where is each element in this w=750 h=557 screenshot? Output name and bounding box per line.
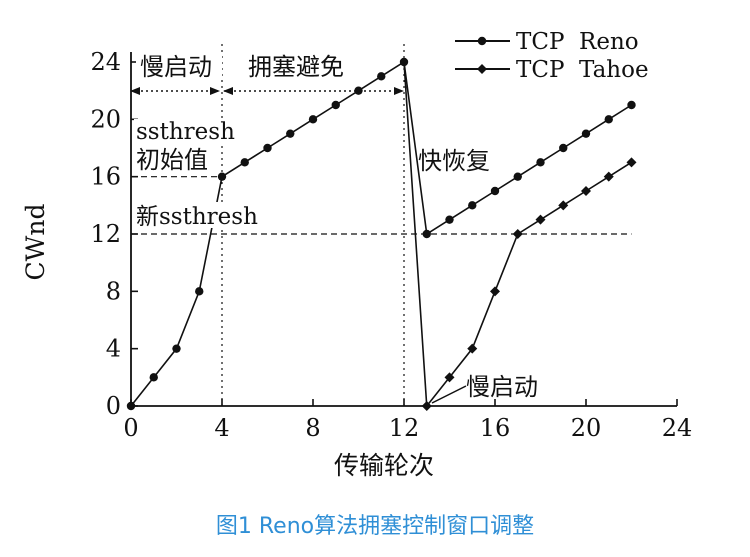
tahoe-data-point — [490, 286, 500, 297]
tahoe-data-point — [558, 200, 569, 211]
tahoe-data-point — [535, 214, 546, 225]
reno-data-point — [627, 100, 636, 110]
new-ssthresh-label: 新ssthresh — [136, 204, 258, 230]
slow-start-label: 慢启动 — [140, 53, 212, 81]
slow-start-again-leader — [431, 385, 467, 404]
phase-annotations: 慢启动 拥塞避免 — [130, 53, 404, 95]
x-tick-label: 12 — [389, 414, 420, 442]
reno-data-point — [308, 115, 318, 124]
reno-data-point — [445, 215, 454, 224]
y-tick-label: 16 — [90, 163, 121, 191]
x-tick-label: 8 — [305, 414, 320, 442]
tahoe-data-point — [626, 157, 637, 168]
x-tick-label: 4 — [214, 414, 229, 442]
tahoe-data-point — [421, 401, 432, 411]
reno-data-point — [468, 201, 477, 210]
tahoe-data-point — [467, 343, 478, 354]
x-tick-label: 20 — [571, 414, 602, 442]
reno-data-point — [240, 158, 249, 167]
axes: 0 4 8 12 16 20 24 0 4 8 12 16 20 24 传输轮次 CWnd — [21, 48, 692, 480]
figure-caption: 图1 Reno算法拥塞控制窗口调整 — [215, 514, 535, 539]
tahoe-data-point — [444, 372, 455, 383]
congestion-avoidance-label: 拥塞避免 — [248, 53, 344, 81]
y-tick-label: 12 — [90, 220, 121, 248]
reno-data-point — [604, 115, 613, 124]
slow-start-again-label: 慢启动 — [466, 373, 538, 401]
legend-tahoe-marker — [477, 64, 487, 74]
legend: TCP Reno TCP Tahoe — [455, 29, 649, 83]
reno-data-point — [195, 287, 204, 296]
reno-data-point — [263, 143, 272, 153]
y-tick-label: 24 — [90, 48, 121, 76]
reno-data-point — [559, 143, 568, 153]
text-annotations: ssthresh 初始值 新ssthresh 快恢复 慢启动 — [134, 119, 538, 404]
reno-data-point — [286, 129, 295, 138]
initial-value-label: 初始值 — [136, 146, 208, 174]
x-tick-label: 0 — [123, 414, 138, 442]
y-tick-label: 20 — [90, 105, 121, 133]
legend-reno-label: TCP Reno — [516, 29, 639, 55]
legend-tahoe-label: TCP Tahoe — [516, 57, 649, 83]
reno-data-point — [581, 129, 591, 138]
reno-data-point — [172, 344, 181, 353]
reno-data-point — [331, 100, 340, 110]
x-axis-label: 传输轮次 — [334, 451, 434, 480]
reno-data-point — [422, 229, 431, 239]
y-tick-label: 4 — [106, 335, 121, 363]
tahoe-data-point — [512, 229, 523, 239]
fast-recovery-label: 快恢复 — [418, 147, 490, 175]
legend-reno-marker — [477, 36, 487, 46]
reno-data-point — [126, 401, 136, 411]
tahoe-data-point — [603, 171, 614, 182]
y-tick-label: 8 — [106, 277, 121, 305]
reno-data-point — [513, 172, 522, 181]
x-tick-label: 24 — [662, 414, 693, 442]
x-tick-label: 16 — [480, 414, 511, 442]
reno-data-point — [377, 72, 386, 81]
reno-data-point — [490, 186, 500, 196]
tahoe-data-point — [581, 186, 591, 196]
reno-data-point — [149, 373, 158, 382]
reno-data-point — [536, 158, 545, 167]
ssthresh-label: ssthresh — [136, 119, 235, 145]
y-tick-label: 0 — [106, 392, 121, 420]
y-axis-label: CWnd — [21, 204, 50, 281]
reno-data-point — [217, 172, 227, 181]
